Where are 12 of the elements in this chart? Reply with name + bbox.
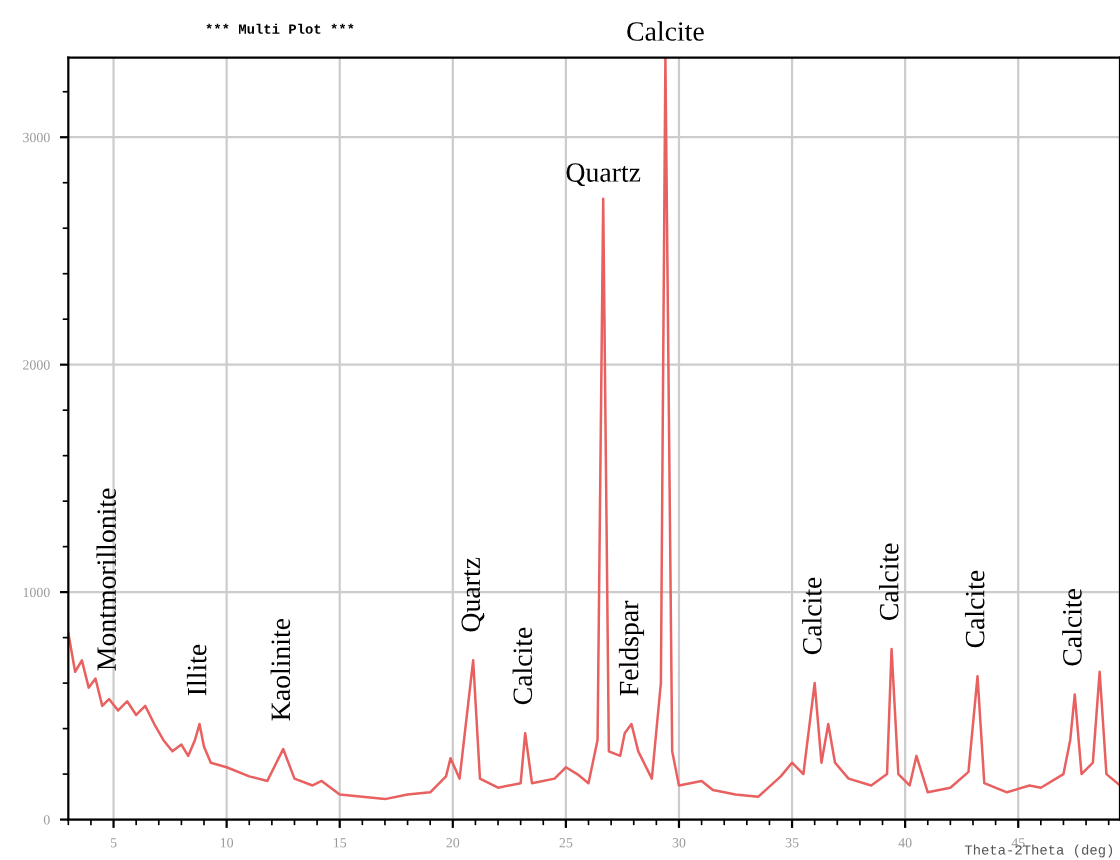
annotation: Calcite (1062, 589, 1082, 666)
annotation: Quartz (566, 163, 641, 187)
annotation: Illite (186, 644, 207, 696)
annotation: Calcite (627, 21, 704, 41)
annotation: Calcite (878, 543, 899, 621)
annotation: Kaolinite (270, 618, 291, 721)
annotation: Feldspar (618, 600, 645, 696)
annotation: Calcite (512, 627, 533, 705)
annotation: Calcite (802, 577, 822, 655)
annotation: Quartz (461, 557, 485, 632)
annotation: Montmorillonite (96, 488, 116, 671)
annotation: Calcite (964, 570, 985, 648)
